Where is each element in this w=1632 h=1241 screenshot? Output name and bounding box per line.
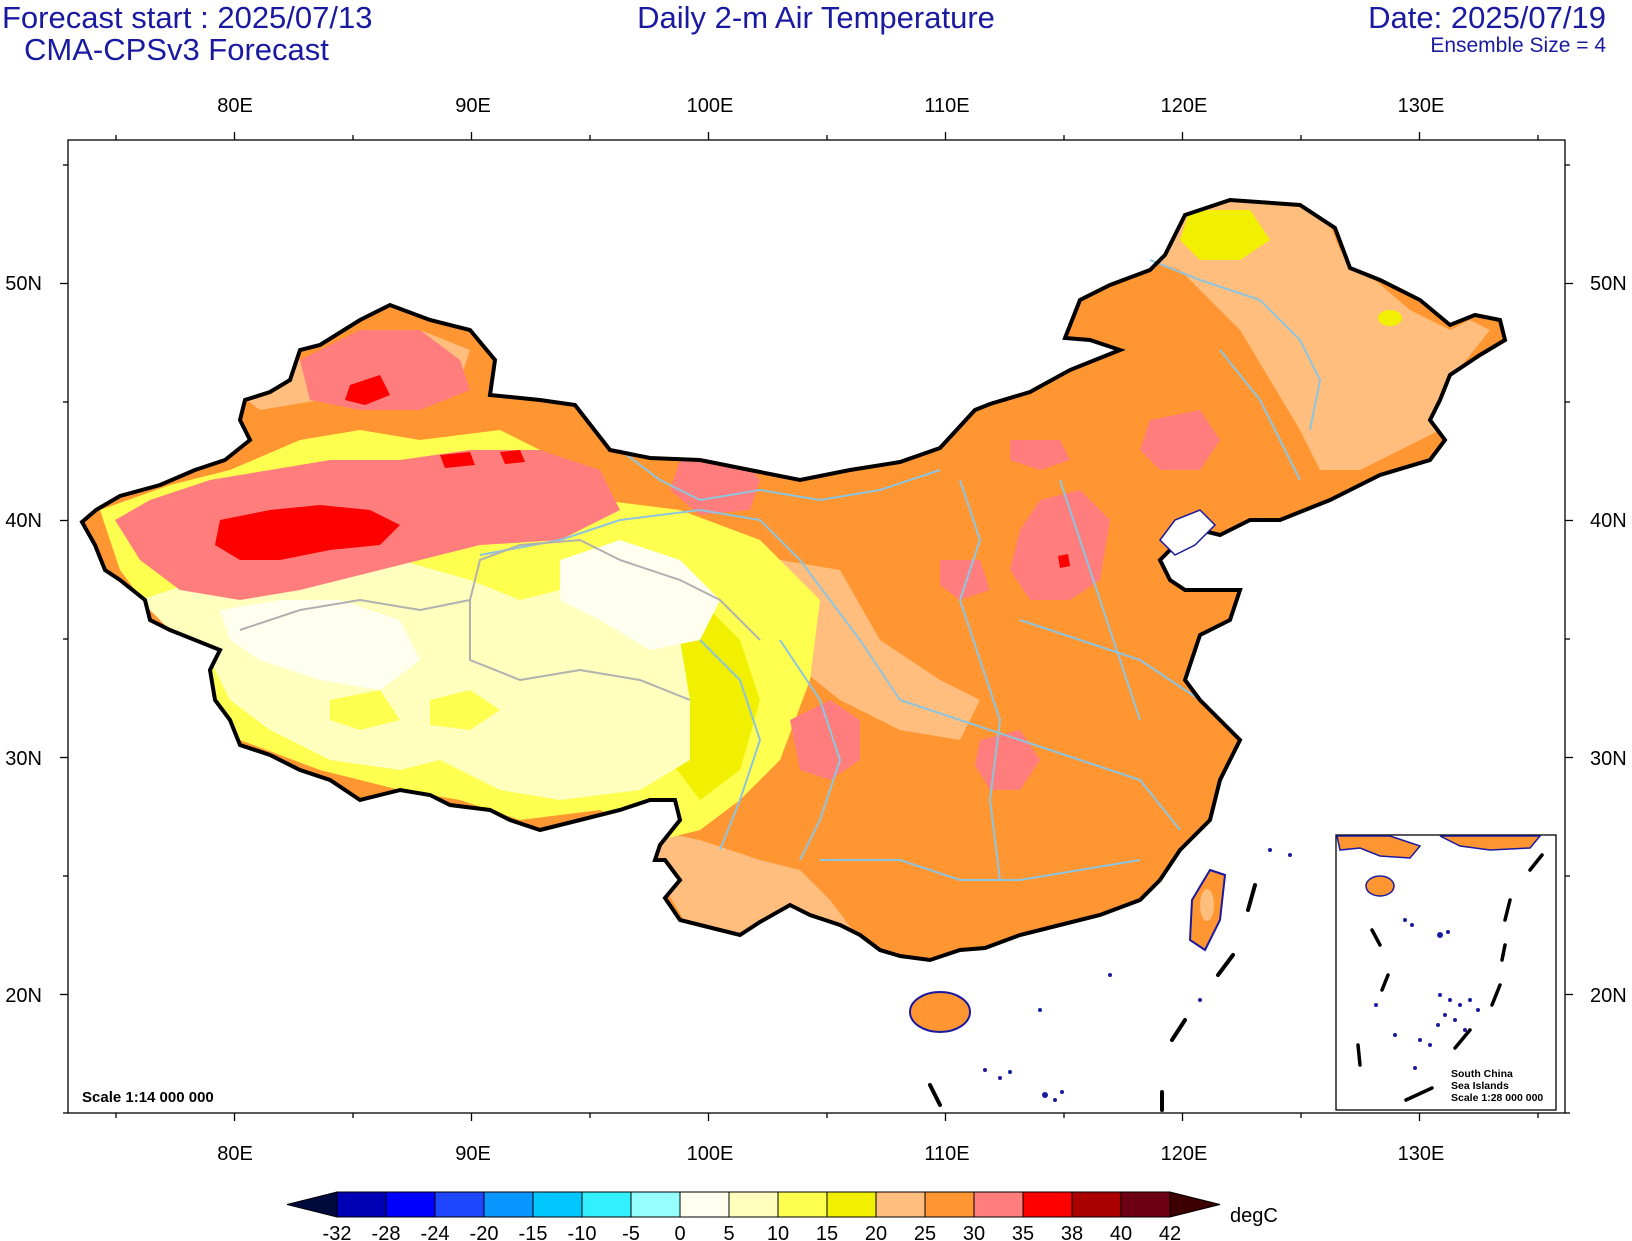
lon-label: 120E: [1161, 1143, 1208, 1165]
maritime-boundary: [928, 883, 1257, 1112]
colorbar-swatch: [973, 1191, 1024, 1218]
colorbar-swatch: [385, 1191, 436, 1218]
lon-label: 90E: [455, 1143, 491, 1165]
inset-label-line1: South China: [1451, 1068, 1513, 1080]
colorbar-swatch: [924, 1191, 975, 1218]
inset-scale-label: Scale 1:28 000 000: [1451, 1092, 1543, 1104]
axis-ticks: [60, 132, 1573, 1121]
colorbar-swatch: [777, 1191, 828, 1218]
colorbar-swatch: [630, 1191, 681, 1218]
colorbar: -32 -28 -24 -20 -15 -10 -5 0 5 10 15 20 25 30 35 38 40 42: [286, 1191, 1221, 1241]
lon-label: 130E: [1398, 1143, 1445, 1165]
colorbar-swatch: [875, 1191, 926, 1218]
colorbar-label: -20: [470, 1223, 499, 1241]
colorbar-label: -5: [622, 1223, 640, 1241]
lon-label: 120E: [1161, 95, 1208, 117]
colorbar-swatch: [581, 1191, 632, 1218]
hainan-island: [909, 991, 971, 1033]
colorbar-label: 40: [1110, 1223, 1132, 1241]
lon-label: 110E: [924, 95, 969, 117]
forecast-start-label: Forecast start : 2025/07/13: [2, 0, 373, 35]
colorbar-label: -28: [372, 1223, 401, 1241]
lat-label: 50N: [1590, 273, 1627, 295]
lon-labels-bottom: 80E 90E 100E 110E 120E 130E: [217, 1143, 1444, 1165]
colorbar-label: 0: [674, 1223, 685, 1241]
colorbar-low-triangle: [286, 1191, 338, 1218]
province-boundaries: [479, 259, 1322, 881]
islets: [983, 848, 1292, 1102]
region-lines: [239, 538, 761, 701]
valid-date-label: Date: 2025/07/19: [1368, 0, 1606, 35]
colorbar-swatch: [728, 1191, 779, 1218]
colorbar-swatch: [336, 1191, 387, 1218]
lon-label: 130E: [1398, 95, 1445, 117]
lat-label: 30N: [5, 748, 42, 770]
lon-label: 100E: [687, 1143, 734, 1165]
map-scale-label: Scale 1:14 000 000: [82, 1089, 214, 1106]
colorbar-label: 35: [1012, 1223, 1034, 1241]
lon-labels-top: 80E 90E 100E 110E 120E 130E: [217, 95, 1444, 117]
colorbar-label: -15: [519, 1223, 548, 1241]
lon-label: 90E: [455, 95, 491, 117]
colorbar-swatch: [826, 1191, 877, 1218]
colorbar-label: 5: [723, 1223, 734, 1241]
map-title: Daily 2-m Air Temperature: [637, 0, 995, 35]
lon-label: 110E: [924, 1143, 969, 1165]
lat-labels-right: 50N 40N 30N 20N: [1590, 273, 1627, 1007]
model-label: CMA-CPSv3 Forecast: [24, 32, 329, 67]
lon-label: 100E: [687, 95, 734, 117]
lat-label: 40N: [1590, 510, 1627, 532]
lon-label: 80E: [217, 95, 253, 117]
colorbar-label: 38: [1061, 1223, 1083, 1241]
lat-label: 30N: [1590, 748, 1627, 770]
colorbar-label: 10: [767, 1223, 789, 1241]
ensemble-size-label: Ensemble Size = 4: [1430, 34, 1606, 57]
inset-label-line2: Sea Islands: [1451, 1080, 1509, 1092]
colorbar-swatch: [1022, 1191, 1073, 1218]
colorbar-swatch: [1120, 1191, 1171, 1218]
lat-label: 40N: [5, 510, 42, 532]
colorbar-label: 42: [1159, 1223, 1181, 1241]
colorbar-swatch: [483, 1191, 534, 1218]
lat-label: 20N: [5, 985, 42, 1007]
inset-frame: [1335, 834, 1557, 1111]
colorbar-label: -10: [568, 1223, 597, 1241]
colorbar-label: 25: [914, 1223, 936, 1241]
lat-labels-left: 50N 40N 30N 20N: [5, 273, 42, 1007]
lat-label: 50N: [5, 273, 42, 295]
colorbar-swatch: [1071, 1191, 1122, 1218]
colorbar-swatch: [434, 1191, 485, 1218]
colorbar-label: 30: [963, 1223, 985, 1241]
colorbar-high-triangle: [1169, 1191, 1221, 1218]
lon-label: 80E: [217, 1143, 253, 1165]
colorbar-label: 20: [865, 1223, 887, 1241]
colorbar-label: 15: [816, 1223, 838, 1241]
colorbar-label: -24: [421, 1223, 450, 1241]
colorbar-unit: degC: [1230, 1205, 1278, 1227]
colorbar-swatch: [532, 1191, 583, 1218]
colorbar-swatch: [679, 1191, 730, 1218]
colorbar-label: -32: [323, 1223, 352, 1241]
lat-label: 20N: [1590, 985, 1627, 1007]
scs-inset: South China Sea Islands Scale 1:28 000 0…: [1335, 834, 1557, 1111]
bohai-sea: [1159, 509, 1217, 556]
